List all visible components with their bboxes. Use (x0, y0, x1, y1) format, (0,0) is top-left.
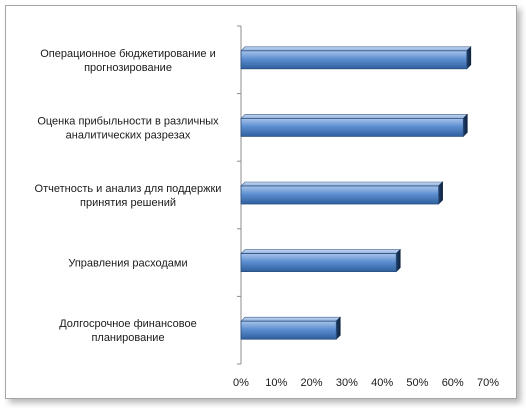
category-label: Отчетность и анализ для поддержки приняти… (35, 183, 222, 209)
category-label: Операционное бюджетирование и прогнозиров… (40, 48, 216, 74)
category-label-line: Операционное бюджетирование и (40, 48, 216, 60)
category-label-line: принятия решений (80, 197, 176, 209)
x-tick-label: 10% (265, 377, 287, 389)
category-label-line: Долгосрочное финансовое (59, 318, 197, 330)
x-tick-label: 60% (442, 377, 464, 389)
bar-front-face (240, 253, 397, 273)
x-tick-label: 70% (477, 377, 499, 389)
bar-top-face (240, 114, 469, 119)
x-tick-label: 20% (301, 377, 323, 389)
bar-front-face (240, 185, 440, 205)
bar (240, 113, 469, 138)
bar-top-face (240, 249, 401, 254)
category-label-line: прогнозирование (84, 62, 172, 74)
x-tick-label: 0% (233, 377, 249, 389)
bar (240, 181, 444, 205)
category-label: Оценка прибыльности в различных аналитиче… (37, 115, 219, 141)
x-tick-label: 50% (406, 377, 428, 389)
bar-top-face (240, 181, 444, 187)
bar-end-face (462, 113, 468, 138)
category-label: Долгосрочное финансовое планирование (59, 318, 197, 344)
bar-end-face (438, 181, 443, 205)
category-label-line: Оценка прибыльности в различных (37, 115, 219, 127)
bar-end-face (335, 316, 341, 340)
bar-front-face (240, 320, 337, 340)
category-label: Управления расходами (68, 258, 187, 270)
category-label-line: Управления расходами (68, 258, 187, 270)
bar-end-face (395, 248, 401, 273)
bar-front-face (240, 118, 464, 137)
category-label-line: аналитических разрезах (66, 129, 191, 141)
x-tick-label: 30% (336, 377, 358, 389)
category-label-line: планирование (91, 332, 164, 344)
bar (240, 46, 472, 70)
bar-top-face (240, 316, 341, 322)
chart-frame: Операционное бюджетирование и прогнозиров… (5, 5, 517, 399)
category-label-line: Отчетность и анализ для поддержки (35, 183, 222, 195)
bar-top-face (240, 46, 472, 52)
bar-front-face (240, 50, 468, 70)
bar (240, 248, 401, 273)
bar-end-face (466, 46, 472, 70)
bar (240, 316, 341, 340)
x-tick-label: 40% (371, 377, 393, 389)
